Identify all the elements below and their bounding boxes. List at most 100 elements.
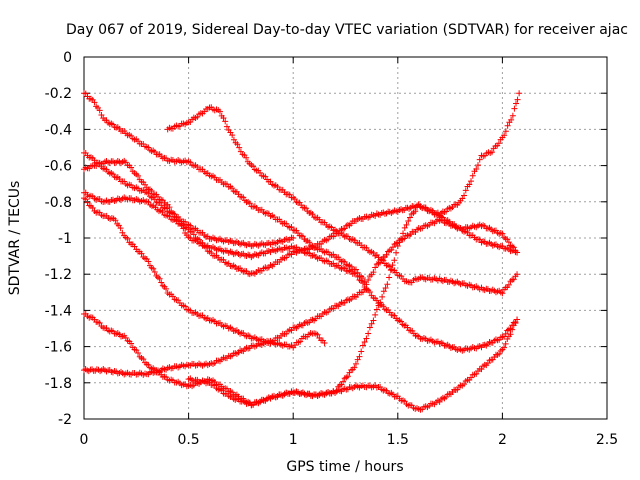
data-point-marker [509, 112, 516, 119]
data-point-marker [393, 249, 400, 256]
series-track-6 [81, 195, 328, 351]
data-point-marker [507, 331, 514, 338]
data-point-marker [156, 275, 163, 282]
data-point-marker [82, 196, 89, 203]
data-point-marker [499, 230, 506, 237]
data-point-marker [163, 285, 170, 292]
data-point-marker [359, 342, 366, 349]
data-point-marker [501, 344, 508, 351]
data-point-marker [389, 244, 396, 251]
data-point-marker [246, 200, 253, 207]
data-point-marker [352, 360, 359, 367]
data-point-marker [380, 288, 387, 295]
x-tick-label: 1 [289, 432, 298, 448]
data-point-marker [478, 366, 485, 373]
data-point-marker [352, 270, 359, 277]
data-point-marker [112, 217, 119, 224]
data-point-marker [236, 144, 243, 151]
data-point-marker [394, 243, 401, 250]
data-point-marker [220, 114, 227, 121]
series-track-9 [185, 90, 523, 408]
data-point-marker [401, 224, 408, 231]
data-point-marker [351, 364, 358, 371]
y-tick-label: -1.8 [45, 376, 72, 392]
data-point-marker [412, 208, 419, 215]
y-tick-label: -0.6 [45, 159, 72, 175]
data-point-marker [151, 268, 158, 275]
data-point-marker [504, 122, 511, 129]
data-point-marker [243, 154, 250, 161]
data-point-marker [511, 105, 518, 112]
series-track-3 [81, 149, 297, 250]
data-point-marker [496, 350, 503, 357]
data-point-marker [234, 141, 241, 148]
data-point-marker [474, 162, 481, 169]
x-tick-label: 0.5 [177, 432, 199, 448]
data-point-marker [142, 181, 149, 188]
data-point-marker [379, 293, 386, 300]
data-point-marker [288, 251, 295, 258]
data-point-marker [321, 339, 328, 346]
data-point-marker [476, 156, 483, 163]
data-point-marker [505, 239, 512, 246]
data-point-marker [297, 338, 304, 345]
data-point-marker [488, 149, 495, 156]
y-tick-label: -0.4 [45, 122, 72, 138]
data-point-marker [466, 181, 473, 188]
data-point-marker [96, 107, 103, 114]
data-point-marker [370, 317, 377, 324]
series-track-8 [81, 285, 370, 378]
data-point-marker [468, 178, 475, 185]
data-point-marker [461, 381, 468, 388]
data-point-marker [514, 271, 521, 278]
data-point-marker [190, 231, 197, 238]
data-point-marker [384, 281, 391, 288]
data-point-marker [407, 214, 414, 221]
data-point-marker [373, 306, 380, 313]
data-point-marker [512, 100, 519, 107]
x-axis-label: GPS time / hours [286, 459, 403, 475]
data-point-marker [510, 276, 517, 283]
data-point-marker [396, 239, 403, 246]
data-point-marker [502, 340, 509, 347]
data-point-marker [365, 330, 372, 337]
data-point-marker [223, 123, 230, 130]
data-point-marker [117, 225, 124, 232]
data-point-marker [98, 111, 105, 118]
data-point-marker [166, 204, 173, 211]
data-point-marker [382, 284, 389, 291]
data-point-marker [91, 99, 98, 106]
y-tick-label: -0.2 [45, 86, 72, 102]
data-point-marker [372, 264, 379, 271]
data-point-marker [358, 348, 365, 355]
data-point-marker [340, 378, 347, 385]
data-point-marker [145, 258, 152, 265]
data-point-marker [363, 335, 370, 342]
data-point-marker [505, 281, 512, 288]
data-point-marker [383, 251, 390, 258]
data-point-marker [398, 318, 405, 325]
data-point-marker [514, 249, 521, 256]
y-tick-label: -1.4 [45, 303, 72, 319]
data-point-marker [96, 320, 103, 327]
series-track-5 [81, 189, 521, 278]
data-point-marker [386, 274, 393, 281]
data-point-marker [330, 233, 337, 240]
data-point-marker [171, 211, 178, 218]
y-tick-label: -1.6 [45, 340, 72, 356]
y-tick-label: -0.8 [45, 195, 72, 211]
data-point-marker [330, 305, 337, 312]
data-point-marker [514, 96, 521, 103]
data-point-marker [516, 90, 523, 97]
data-point-marker [361, 339, 368, 346]
data-point-marker [462, 187, 469, 194]
data-point-marker [365, 277, 372, 284]
data-point-marker [203, 244, 210, 251]
data-point-marker [509, 326, 516, 333]
x-tick-label: 1.5 [387, 432, 409, 448]
data-point-marker [363, 285, 370, 292]
data-point-marker [372, 311, 379, 318]
data-point-marker [368, 320, 375, 327]
y-tick-label: -1.2 [45, 267, 72, 283]
